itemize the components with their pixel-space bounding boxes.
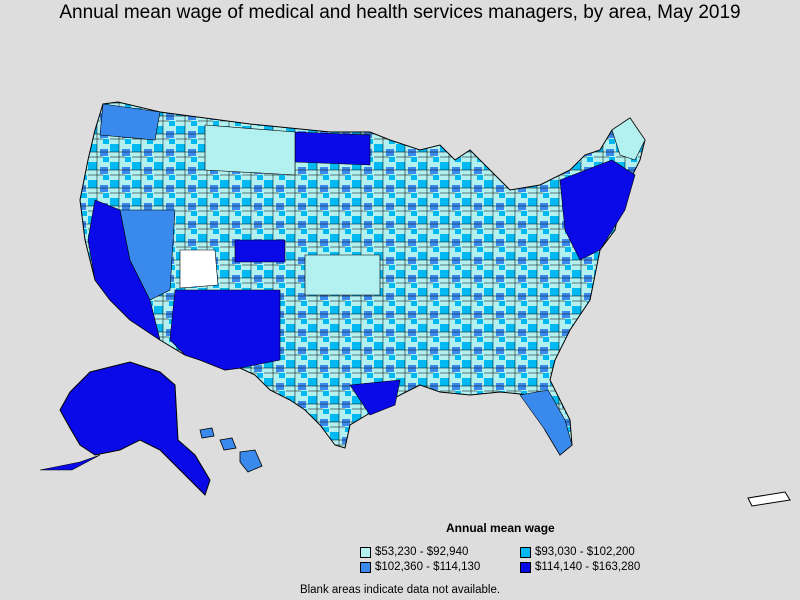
region-montana <box>204 124 296 176</box>
legend-item: $114,140 - $163,280 <box>520 561 640 573</box>
legend-swatch <box>360 561 371 573</box>
region-northeast <box>559 159 636 261</box>
legend-label: $102,360 - $114,130 <box>375 561 481 573</box>
legend-label: $114,140 - $163,280 <box>535 561 641 573</box>
region-colorado <box>234 239 286 263</box>
alaska-aleutians <box>39 454 101 471</box>
region-washington <box>99 103 161 141</box>
legend-label: $53,230 - $92,940 <box>375 546 469 558</box>
region-texas-gulf <box>349 379 401 416</box>
region-kansas <box>304 254 381 296</box>
legend-swatch <box>520 561 531 573</box>
legend-label: $93,030 - $102,200 <box>535 546 635 558</box>
region-southwest <box>169 289 281 371</box>
map-title: Annual mean wage of medical and health s… <box>59 2 741 23</box>
legend-title: Annual mean wage <box>446 521 555 535</box>
hawaii <box>199 427 263 473</box>
puerto-rico <box>747 491 791 507</box>
blank-areas-note: Blank areas indicate data not available. <box>299 584 501 596</box>
region-north-dakota <box>294 131 371 166</box>
region-maine <box>611 117 646 161</box>
legend-swatch <box>520 546 531 558</box>
legend-item: $102,360 - $114,130 <box>360 561 480 573</box>
region-utah-blank <box>179 249 219 289</box>
legend-item: $53,230 - $92,940 <box>360 546 468 558</box>
legend-swatch <box>360 546 371 558</box>
alaska <box>59 361 211 496</box>
legend-item: $93,030 - $102,200 <box>520 546 635 558</box>
region-nevada <box>119 209 176 301</box>
region-florida <box>519 389 573 456</box>
